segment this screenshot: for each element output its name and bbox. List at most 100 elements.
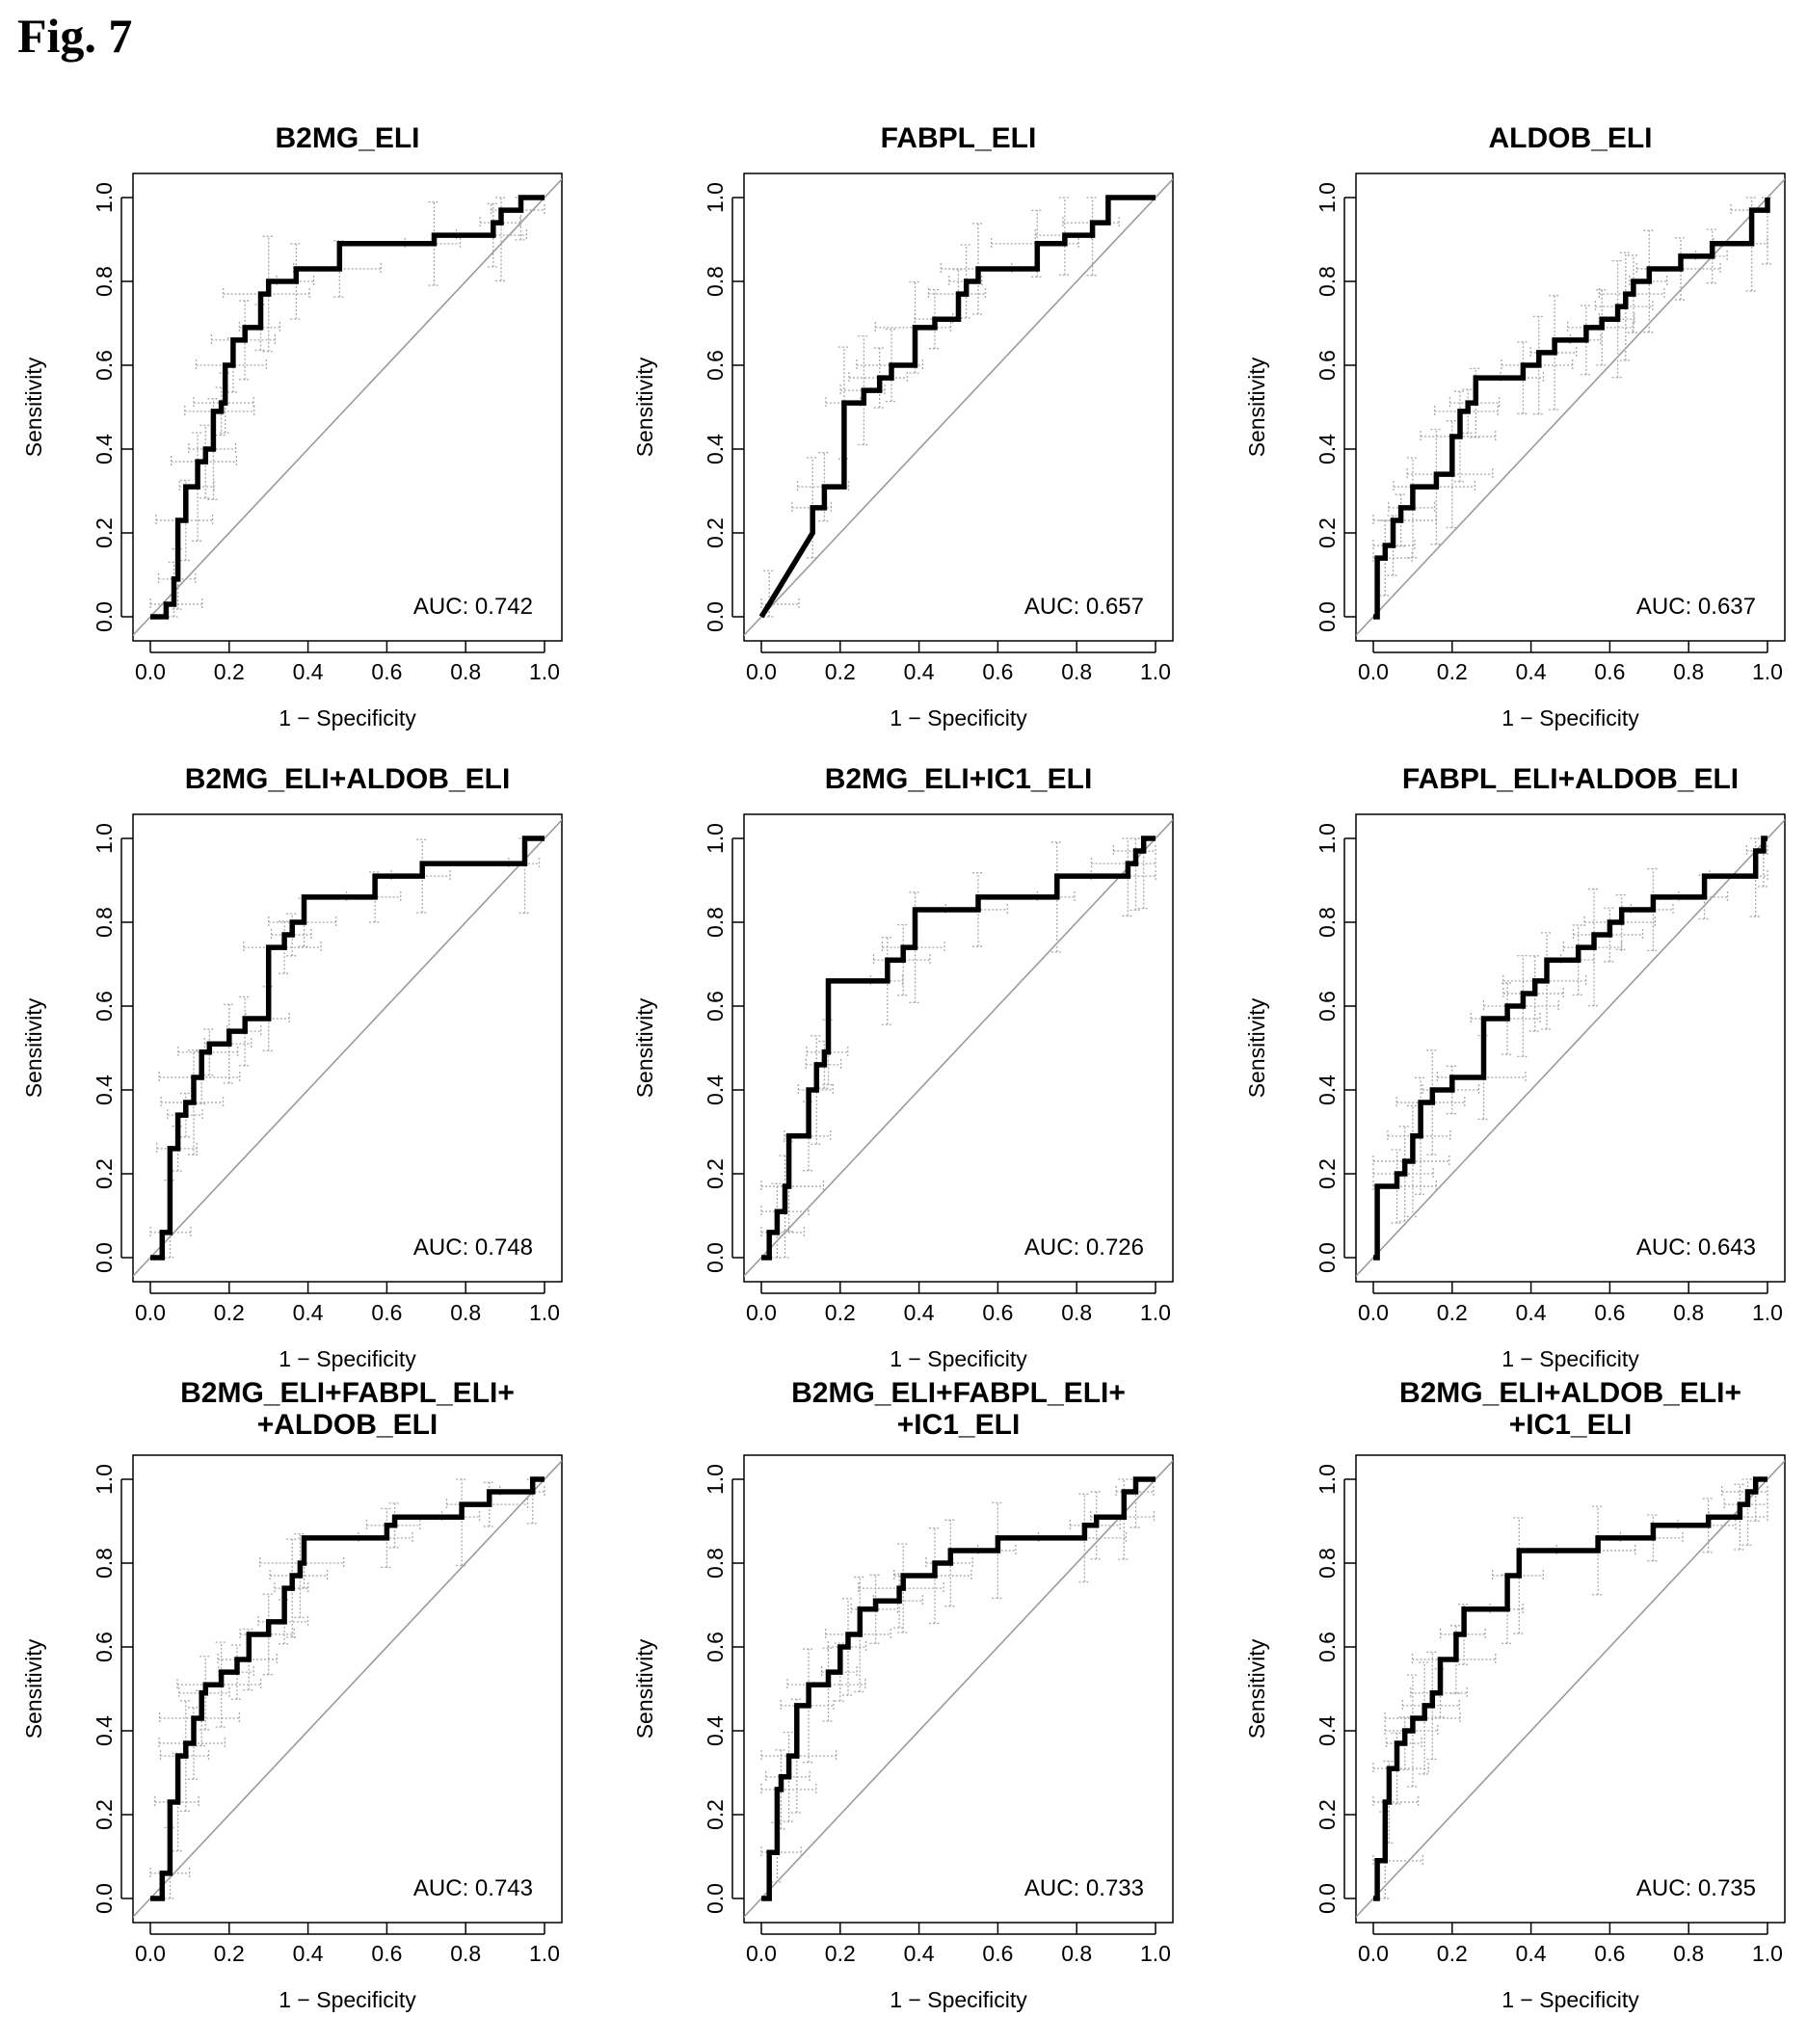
panel-title: B2MG_ELI+ALDOB_ELI+ [1399,1377,1741,1409]
roc-curve [1373,1476,1767,1901]
x-axis-label: 1 − Specificity [279,1346,416,1371]
roc-panel-3: ALDOB_ELI 0.0 0.2 0.4 0.6 0.8 1.0 0.0 0.2 0.4 0.6 0… [1244,122,1786,730]
auc-annotation: AUC: 0.643 [1636,1234,1756,1261]
roc-panel-8: B2MG_ELI+FABPL_ELI++IC1_ELI 0.0 0.2 0.4 0.6 0… [632,1377,1174,2012]
auc-annotation: AUC: 0.743 [413,1875,533,1901]
reference-diagonal [1356,818,1785,1278]
roc-panel-5: B2MG_ELI+IC1_ELI 0.0 0.2 0.4 0.6 0.8 1.0 0.0 0.2… [632,763,1174,1371]
y-tick-label: 0.0 [1315,1242,1340,1273]
y-axis-label: Sensitivity [21,357,46,457]
reference-diagonal [744,177,1173,637]
y-axis-label: Sensitivity [632,1638,657,1739]
x-tick-label: 0.0 [1358,1941,1389,1966]
y-tick-label: 0.4 [703,434,728,465]
reference-diagonal [744,818,1173,1278]
panel-title: FABPL_ELI+ALDOB_ELI [1402,763,1739,795]
x-tick-label: 0.2 [1437,659,1468,684]
panel-title: FABPL_ELI [881,122,1037,154]
roc-curve [761,836,1156,1261]
auc-annotation: AUC: 0.657 [1024,594,1144,620]
y-tick-label: 0.6 [92,991,117,1022]
roc-curve [761,1476,1156,1901]
auc-annotation: AUC: 0.637 [1636,594,1756,620]
plot-frame [743,1454,1174,1924]
y-tick-label: 0.6 [1315,350,1340,381]
y-tick-label: 0.0 [92,1883,117,1914]
x-tick-label: 0.0 [1358,1300,1389,1325]
y-tick-label: 0.0 [703,601,728,632]
x-tick-label: 1.0 [1752,1300,1783,1325]
x-tick-label: 0.4 [904,1300,935,1325]
x-axis-label: 1 − Specificity [1501,1346,1639,1371]
roc-curve [1373,198,1770,620]
x-tick-label: 0.4 [904,659,935,684]
y-axis-label: Sensitivity [632,357,657,457]
x-tick-label: 0.6 [1594,1300,1625,1325]
x-tick-label: 0.0 [746,659,777,684]
panel-title: ALDOB_ELI [1488,122,1652,154]
x-tick-label: 0.8 [450,1300,481,1325]
y-tick-label: 1.0 [1315,1464,1340,1495]
y-tick-label: 1.0 [703,1464,728,1495]
x-axis-label: 1 − Specificity [890,1346,1027,1371]
ci-whiskers [760,197,1120,618]
x-axis-label: 1 − Specificity [1501,705,1639,730]
auc-annotation: AUC: 0.726 [1024,1234,1144,1261]
y-axis-label: Sensitivity [21,997,46,1098]
x-tick-label: 0.4 [293,1300,324,1325]
x-tick-label: 1.0 [1140,1300,1171,1325]
roc-panel-4: B2MG_ELI+ALDOB_ELI 0.0 0.2 0.4 0.6 0.8 1.0 0.0 0… [21,763,563,1371]
x-tick-label: 0.4 [1516,1300,1547,1325]
y-tick-label: 0.8 [92,1548,117,1579]
y-tick-label: 0.4 [92,1075,117,1105]
x-tick-label: 1.0 [1752,1941,1783,1966]
y-tick-label: 0.2 [92,1158,117,1189]
x-tick-label: 0.8 [450,1941,481,1966]
figure-label: Fig. 7 [17,9,133,63]
y-tick-label: 0.2 [703,1158,728,1189]
y-tick-label: 0.4 [1315,1715,1340,1746]
x-tick-label: 0.2 [214,1941,245,1966]
plot-frame [743,173,1174,642]
reference-diagonal [1356,1459,1785,1919]
roc-panel-6: FABPL_ELI+ALDOB_ELI 0.0 0.2 0.4 0.6 0.8 1.0 0.0… [1244,763,1786,1371]
y-tick-label: 1.0 [92,823,117,854]
roc-panel-9: B2MG_ELI+ALDOB_ELI++IC1_ELI 0.0 0.2 0.4 0.6 0… [1244,1377,1786,2012]
ci-whiskers [760,1478,1156,1883]
reference-diagonal [1356,177,1785,637]
y-tick-label: 0.6 [1315,991,1340,1022]
x-tick-label: 1.0 [529,659,560,684]
y-tick-label: 0.2 [1315,1799,1340,1830]
y-tick-label: 1.0 [92,1464,117,1495]
x-tick-label: 0.0 [746,1941,777,1966]
x-tick-label: 0.0 [135,1941,166,1966]
y-tick-label: 0.4 [1315,434,1340,465]
x-tick-label: 0.8 [450,659,481,684]
y-tick-label: 0.8 [1315,1548,1340,1579]
panel-title: +IC1_ELI [1509,1409,1633,1441]
y-tick-label: 1.0 [703,823,728,854]
panel-title: B2MG_ELI [275,122,419,154]
x-tick-label: 0.2 [1437,1941,1468,1966]
y-tick-label: 0.6 [703,1632,728,1662]
reference-diagonal [133,177,562,637]
auc-annotation: AUC: 0.742 [413,594,533,620]
roc-curve [150,195,545,620]
x-tick-label: 1.0 [529,1300,560,1325]
y-tick-label: 0.6 [92,350,117,381]
x-tick-label: 0.0 [135,659,166,684]
x-tick-label: 0.6 [1594,659,1625,684]
panel-title: +ALDOB_ELI [257,1409,438,1441]
y-tick-label: 0.2 [703,1799,728,1830]
y-tick-label: 0.8 [703,907,728,938]
y-tick-label: 0.6 [1315,1632,1340,1662]
y-tick-label: 0.6 [703,350,728,381]
reference-diagonal [133,1459,562,1919]
roc-curve [758,195,1156,619]
plot-frame [1355,173,1786,642]
x-tick-label: 0.6 [982,1300,1013,1325]
y-tick-label: 0.0 [703,1883,728,1914]
x-tick-label: 0.2 [825,1941,856,1966]
plot-frame [1355,813,1786,1283]
panel-title: B2MG_ELI+IC1_ELI [825,763,1093,795]
